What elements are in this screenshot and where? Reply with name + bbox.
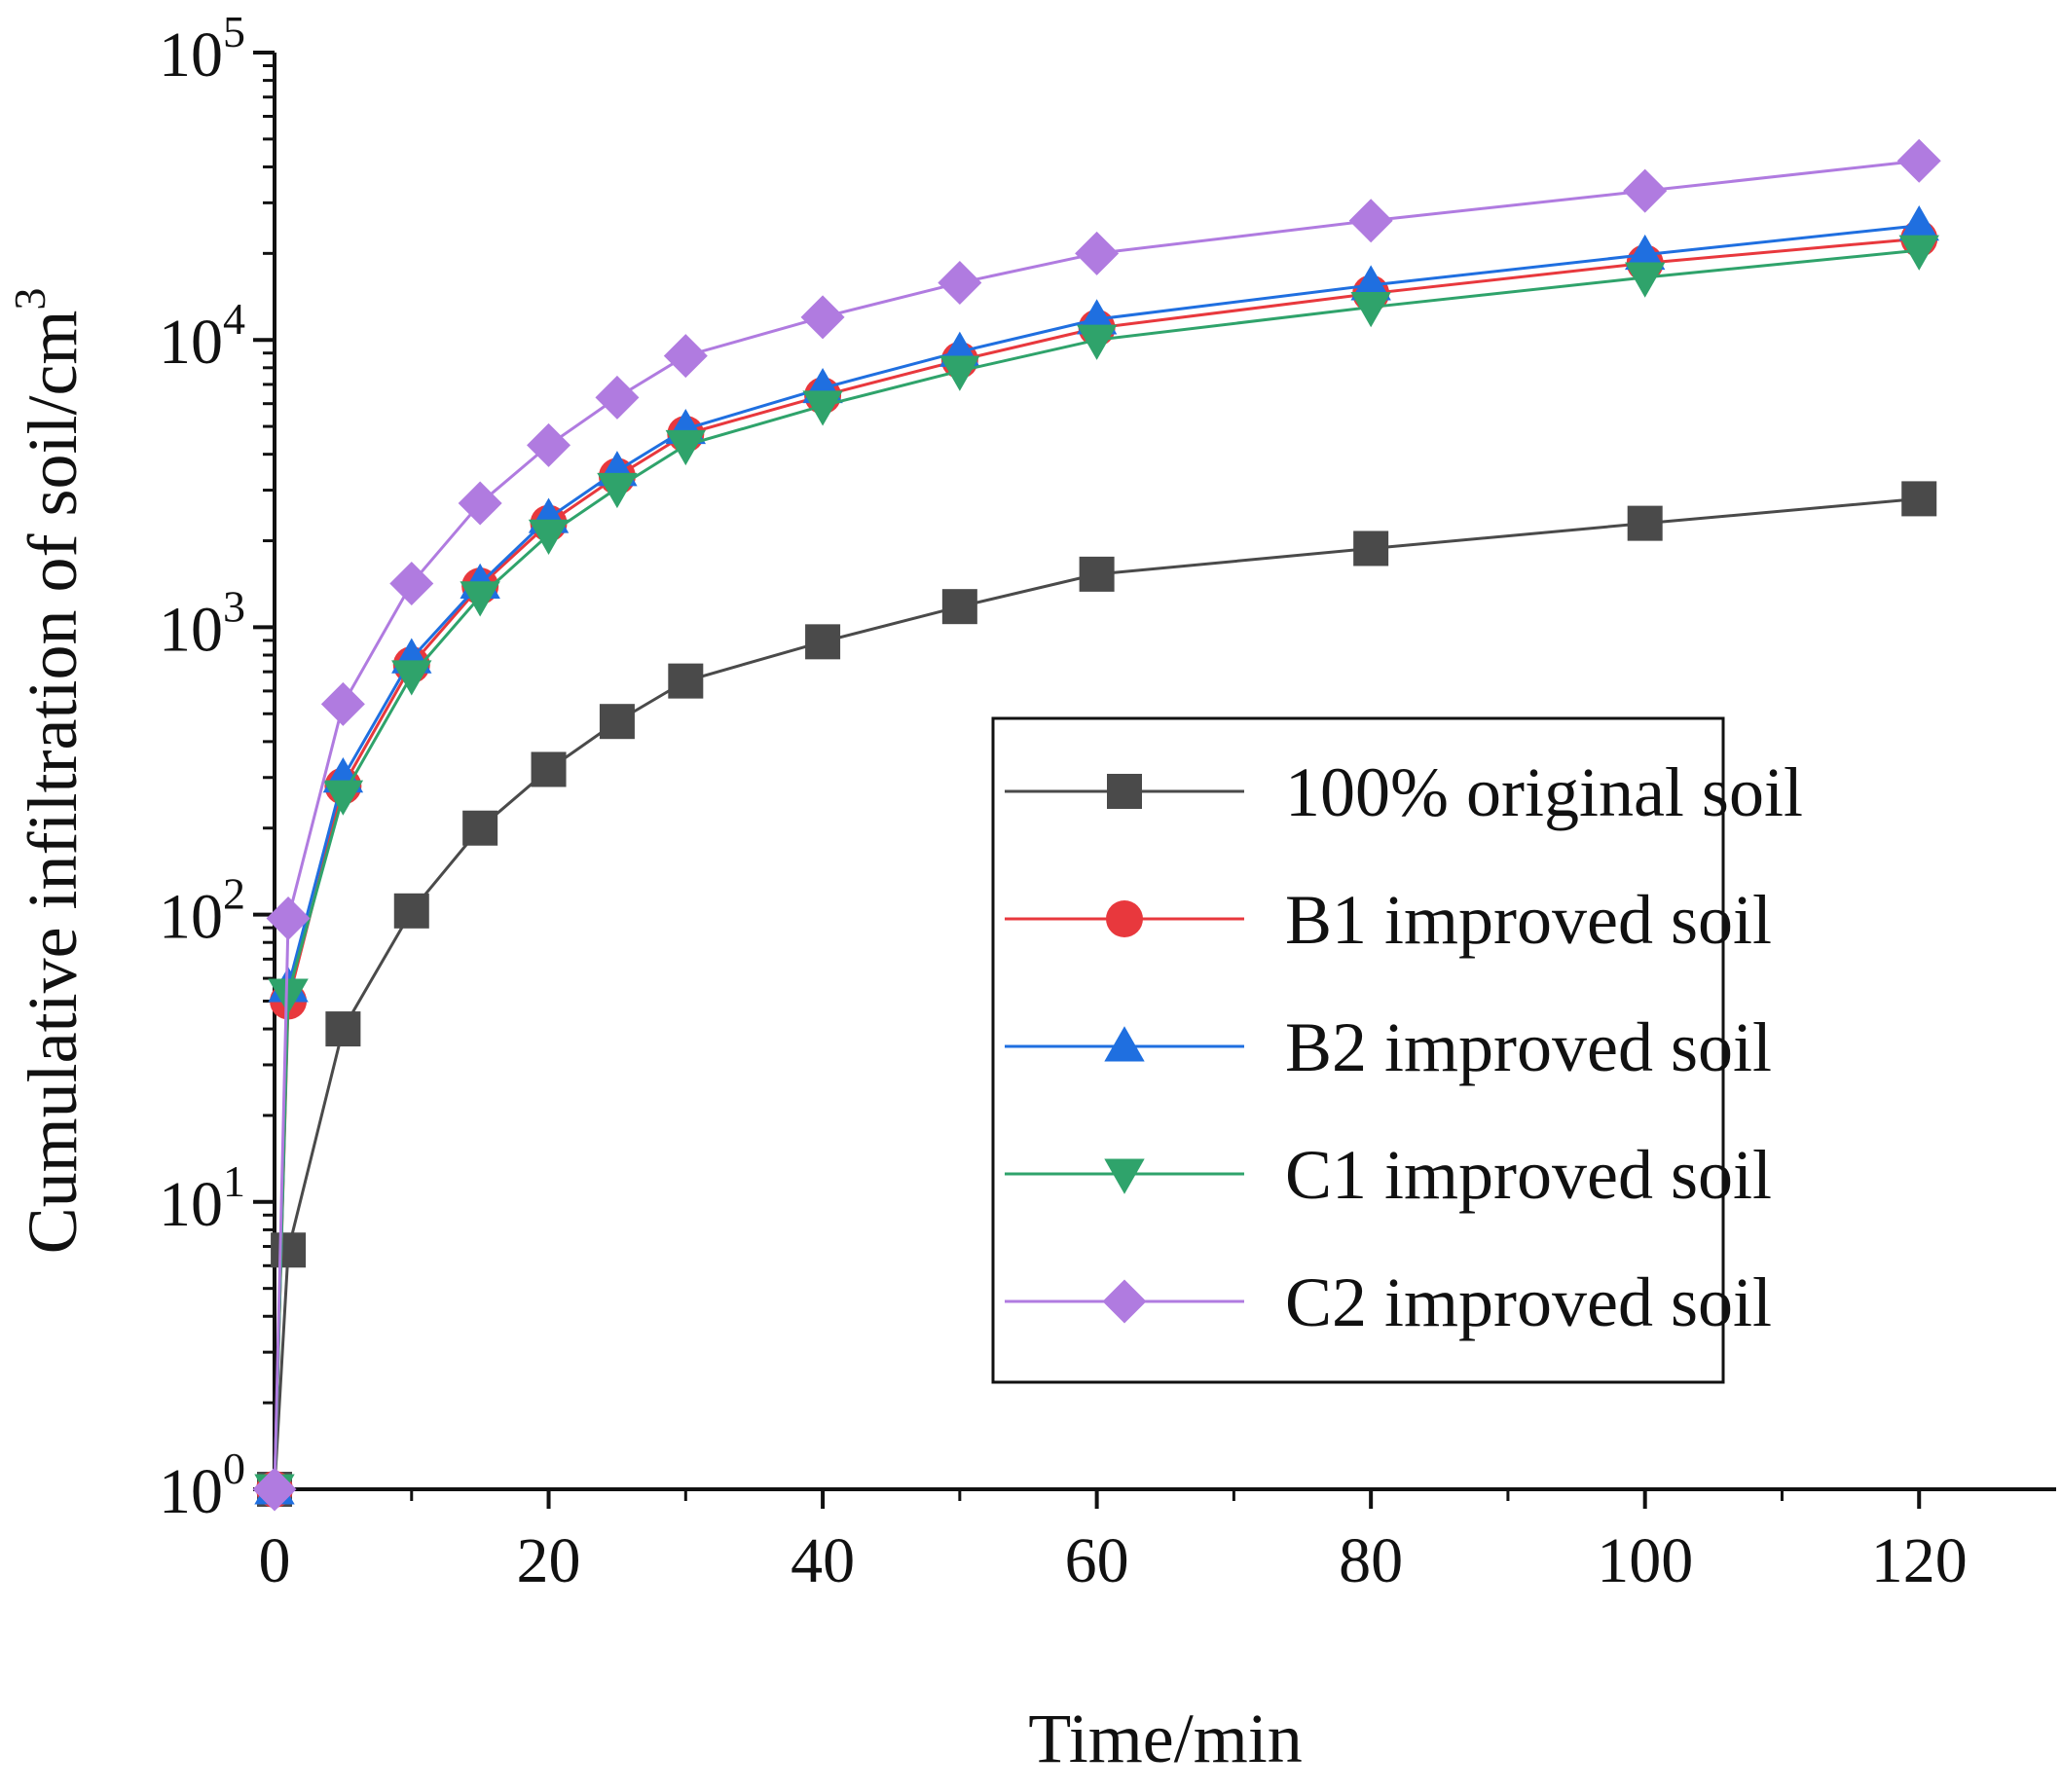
y-tick-label: 102	[159, 869, 245, 953]
y-tick-label: 104	[159, 294, 245, 378]
data-point	[805, 624, 841, 660]
x-tick-label: 60	[1065, 1525, 1129, 1596]
data-point	[1624, 262, 1666, 298]
series-4	[254, 235, 1939, 1510]
x-tick-label: 100	[1597, 1525, 1693, 1596]
data-point	[268, 978, 309, 1014]
data-point	[1627, 505, 1663, 541]
x-tick-label: 40	[791, 1525, 855, 1596]
data-point	[322, 780, 364, 816]
series-line	[273, 237, 1920, 1490]
legend-label: B2 improved soil	[1285, 1008, 1772, 1086]
data-point	[1896, 138, 1941, 183]
data-point	[665, 429, 707, 466]
legend-item: C1 improved soil	[1005, 1136, 1772, 1214]
data-point	[663, 334, 708, 379]
legend-label: 100% original soil	[1285, 753, 1803, 831]
data-point	[391, 660, 432, 696]
data-point	[389, 561, 434, 605]
legend-label: C1 improved soil	[1285, 1136, 1772, 1214]
series-line	[273, 159, 1920, 1490]
data-point	[597, 472, 638, 509]
data-point	[939, 355, 980, 391]
data-point	[528, 519, 570, 555]
x-tick-label: 120	[1871, 1525, 1968, 1596]
legend-marker	[1104, 1026, 1145, 1062]
data-point	[1076, 324, 1118, 360]
data-point	[595, 375, 640, 420]
series-5	[252, 138, 1941, 1512]
legend-marker	[1107, 774, 1142, 809]
data-point	[458, 481, 502, 526]
legend-item: C2 improved soil	[1005, 1263, 1772, 1341]
y-tick-label: 103	[159, 581, 245, 665]
axes: 0 20 40 60 80 100 120 100 101 102 103 104 105 Time/mi…	[5, 7, 2056, 1777]
data-point	[800, 295, 845, 340]
series-line	[273, 224, 1920, 1490]
data-point	[325, 1011, 361, 1047]
data-point	[1898, 235, 1939, 271]
data-point	[1624, 234, 1666, 271]
legend-item: 100% original soil	[1005, 753, 1803, 831]
series-line	[273, 496, 1920, 1490]
y-tick-label: 105	[159, 7, 245, 91]
x-tick-label: 0	[259, 1525, 291, 1596]
legend-item: B2 improved soil	[1005, 1008, 1772, 1086]
x-tick-label: 80	[1339, 1525, 1403, 1596]
data-point	[1901, 481, 1937, 517]
data-point	[1079, 556, 1115, 592]
y-tick-label: 100	[159, 1444, 245, 1527]
data-point	[252, 1467, 297, 1512]
data-point	[462, 810, 498, 846]
series-layer	[252, 138, 1941, 1512]
data-point	[599, 704, 635, 740]
legend-marker	[1106, 900, 1143, 937]
x-axis-title: Time/min	[1028, 1700, 1302, 1777]
data-point	[938, 261, 982, 306]
data-point	[1898, 205, 1939, 241]
legend-label: C2 improved soil	[1285, 1263, 1772, 1341]
data-point	[266, 896, 311, 941]
data-point	[941, 589, 977, 625]
data-point	[1350, 292, 1391, 328]
y-axis-title: Cumulative infiltration of soil/cm3	[5, 288, 92, 1255]
data-point	[460, 581, 500, 617]
data-point	[271, 1232, 307, 1268]
data-point	[1348, 199, 1393, 243]
legend-item: B1 improved soil	[1005, 881, 1772, 959]
y-tick-label: 101	[159, 1156, 245, 1240]
data-point	[531, 751, 567, 787]
x-tick-label: 20	[517, 1525, 581, 1596]
data-point	[1353, 530, 1389, 567]
legend: 100% original soil B1 improved soil B2 imp…	[991, 716, 1803, 1384]
legend-label: B1 improved soil	[1285, 881, 1772, 959]
data-point	[668, 663, 704, 699]
data-point	[1075, 231, 1120, 275]
legend-marker	[1104, 1158, 1145, 1194]
data-point	[320, 681, 365, 726]
data-point	[1623, 168, 1668, 213]
data-point	[802, 390, 843, 426]
series-line	[273, 248, 1920, 1490]
data-point	[393, 893, 429, 929]
legend-marker	[1102, 1279, 1147, 1324]
data-point	[527, 422, 571, 467]
data-point	[1350, 265, 1391, 301]
